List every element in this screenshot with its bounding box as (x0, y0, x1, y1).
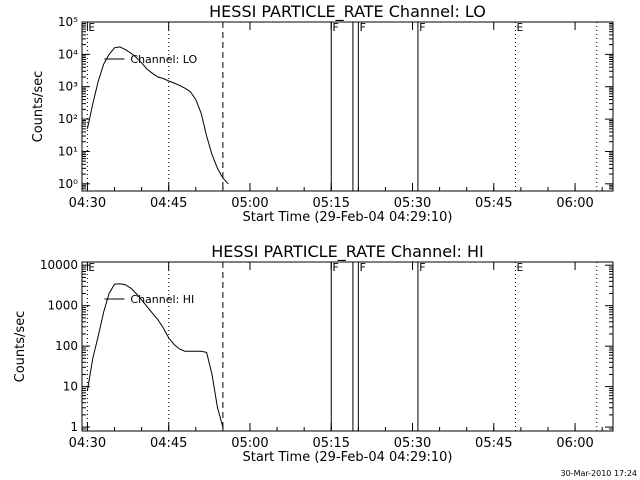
x-tick-label: 05:30 (394, 196, 431, 211)
y-axis-label: Counts/sec (31, 71, 46, 143)
chart-title: HESSI PARTICLE_RATE Channel: LO (209, 2, 486, 22)
y-tick-label: 10² (58, 112, 78, 126)
series-line (86, 283, 224, 428)
x-tick-label: 05:45 (475, 196, 512, 211)
x-tick-label: 05:45 (475, 436, 512, 451)
legend-label: Channel: HI (130, 293, 194, 306)
y-axis-label: Counts/sec (13, 311, 28, 383)
plot-frame (81, 261, 614, 432)
legend-label: Channel: LO (130, 53, 197, 66)
marker-flag: F (332, 261, 339, 274)
y-tick-label: 10⁰ (58, 177, 78, 191)
y-tick-label: 100 (55, 339, 78, 353)
series-line (86, 46, 229, 185)
y-tick-label: 10³ (58, 80, 78, 94)
chart-title: HESSI PARTICLE_RATE Channel: HI (211, 242, 484, 262)
y-tick-label: 1000 (47, 299, 78, 313)
y-tick-label: 10000 (40, 258, 78, 272)
marker-flag: E (88, 261, 95, 274)
y-tick-label: 10⁴ (58, 47, 78, 61)
x-tick-label: 05:15 (313, 196, 350, 211)
y-tick-label: 10 (63, 380, 78, 394)
chart-panel-1: HESSI PARTICLE_RATE Channel: LO 04:30 04:4… (31, 2, 614, 225)
x-tick-label: 04:45 (150, 436, 187, 451)
x-tick-label: 05:15 (313, 436, 350, 451)
marker-flag: F (332, 21, 339, 34)
x-tick-label: 05:00 (231, 436, 268, 451)
y-tick-label: 1 (70, 420, 78, 434)
marker-flag: F (359, 21, 366, 34)
y-tick-label: 10⁵ (58, 15, 78, 29)
x-tick-label: 06:00 (556, 436, 593, 451)
x-tick-label: 05:00 (231, 196, 268, 211)
marker-flag: F (419, 261, 426, 274)
y-tick-label: 10¹ (58, 144, 78, 158)
marker-flag: F (419, 21, 426, 34)
x-tick-label: 04:45 (150, 196, 187, 211)
marker-flag: E (516, 21, 523, 34)
marker-flag: F (359, 261, 366, 274)
plot-frame (81, 21, 614, 192)
chart-panel-2: HESSI PARTICLE_RATE Channel: HI 04:30 04:4… (13, 242, 614, 465)
timestamp: 30-Mar-2010 17:24 (561, 469, 638, 478)
x-axis-label: Start Time (29-Feb-04 04:29:10) (243, 450, 453, 465)
x-tick-label: 06:00 (556, 196, 593, 211)
x-tick-label: 05:30 (394, 436, 431, 451)
marker-flag: E (516, 261, 523, 274)
marker-flag: E (88, 21, 95, 34)
x-axis-label: Start Time (29-Feb-04 04:29:10) (243, 210, 453, 225)
x-tick-label: 04:30 (69, 196, 106, 211)
x-tick-label: 04:30 (69, 436, 106, 451)
